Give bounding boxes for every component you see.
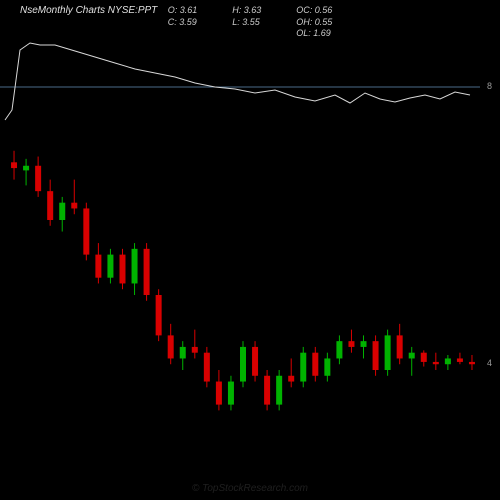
candle-chart	[0, 145, 480, 445]
open-value: O: 3.61	[168, 5, 198, 17]
low-value: L: 3.55	[232, 17, 261, 29]
line-chart-panel: 8	[0, 35, 480, 125]
close-value: C: 3.59	[168, 17, 198, 29]
oh-value: OH: 0.55	[296, 17, 332, 29]
line-axis-label: 8	[487, 81, 492, 91]
watermark: © TopStockResearch.com	[192, 483, 308, 494]
candle-axis-label: 4	[487, 358, 492, 368]
candle-chart-panel: 4	[0, 145, 480, 445]
line-chart	[0, 35, 480, 125]
oc-value: OC: 0.56	[296, 5, 332, 17]
high-value: H: 3.63	[232, 5, 261, 17]
